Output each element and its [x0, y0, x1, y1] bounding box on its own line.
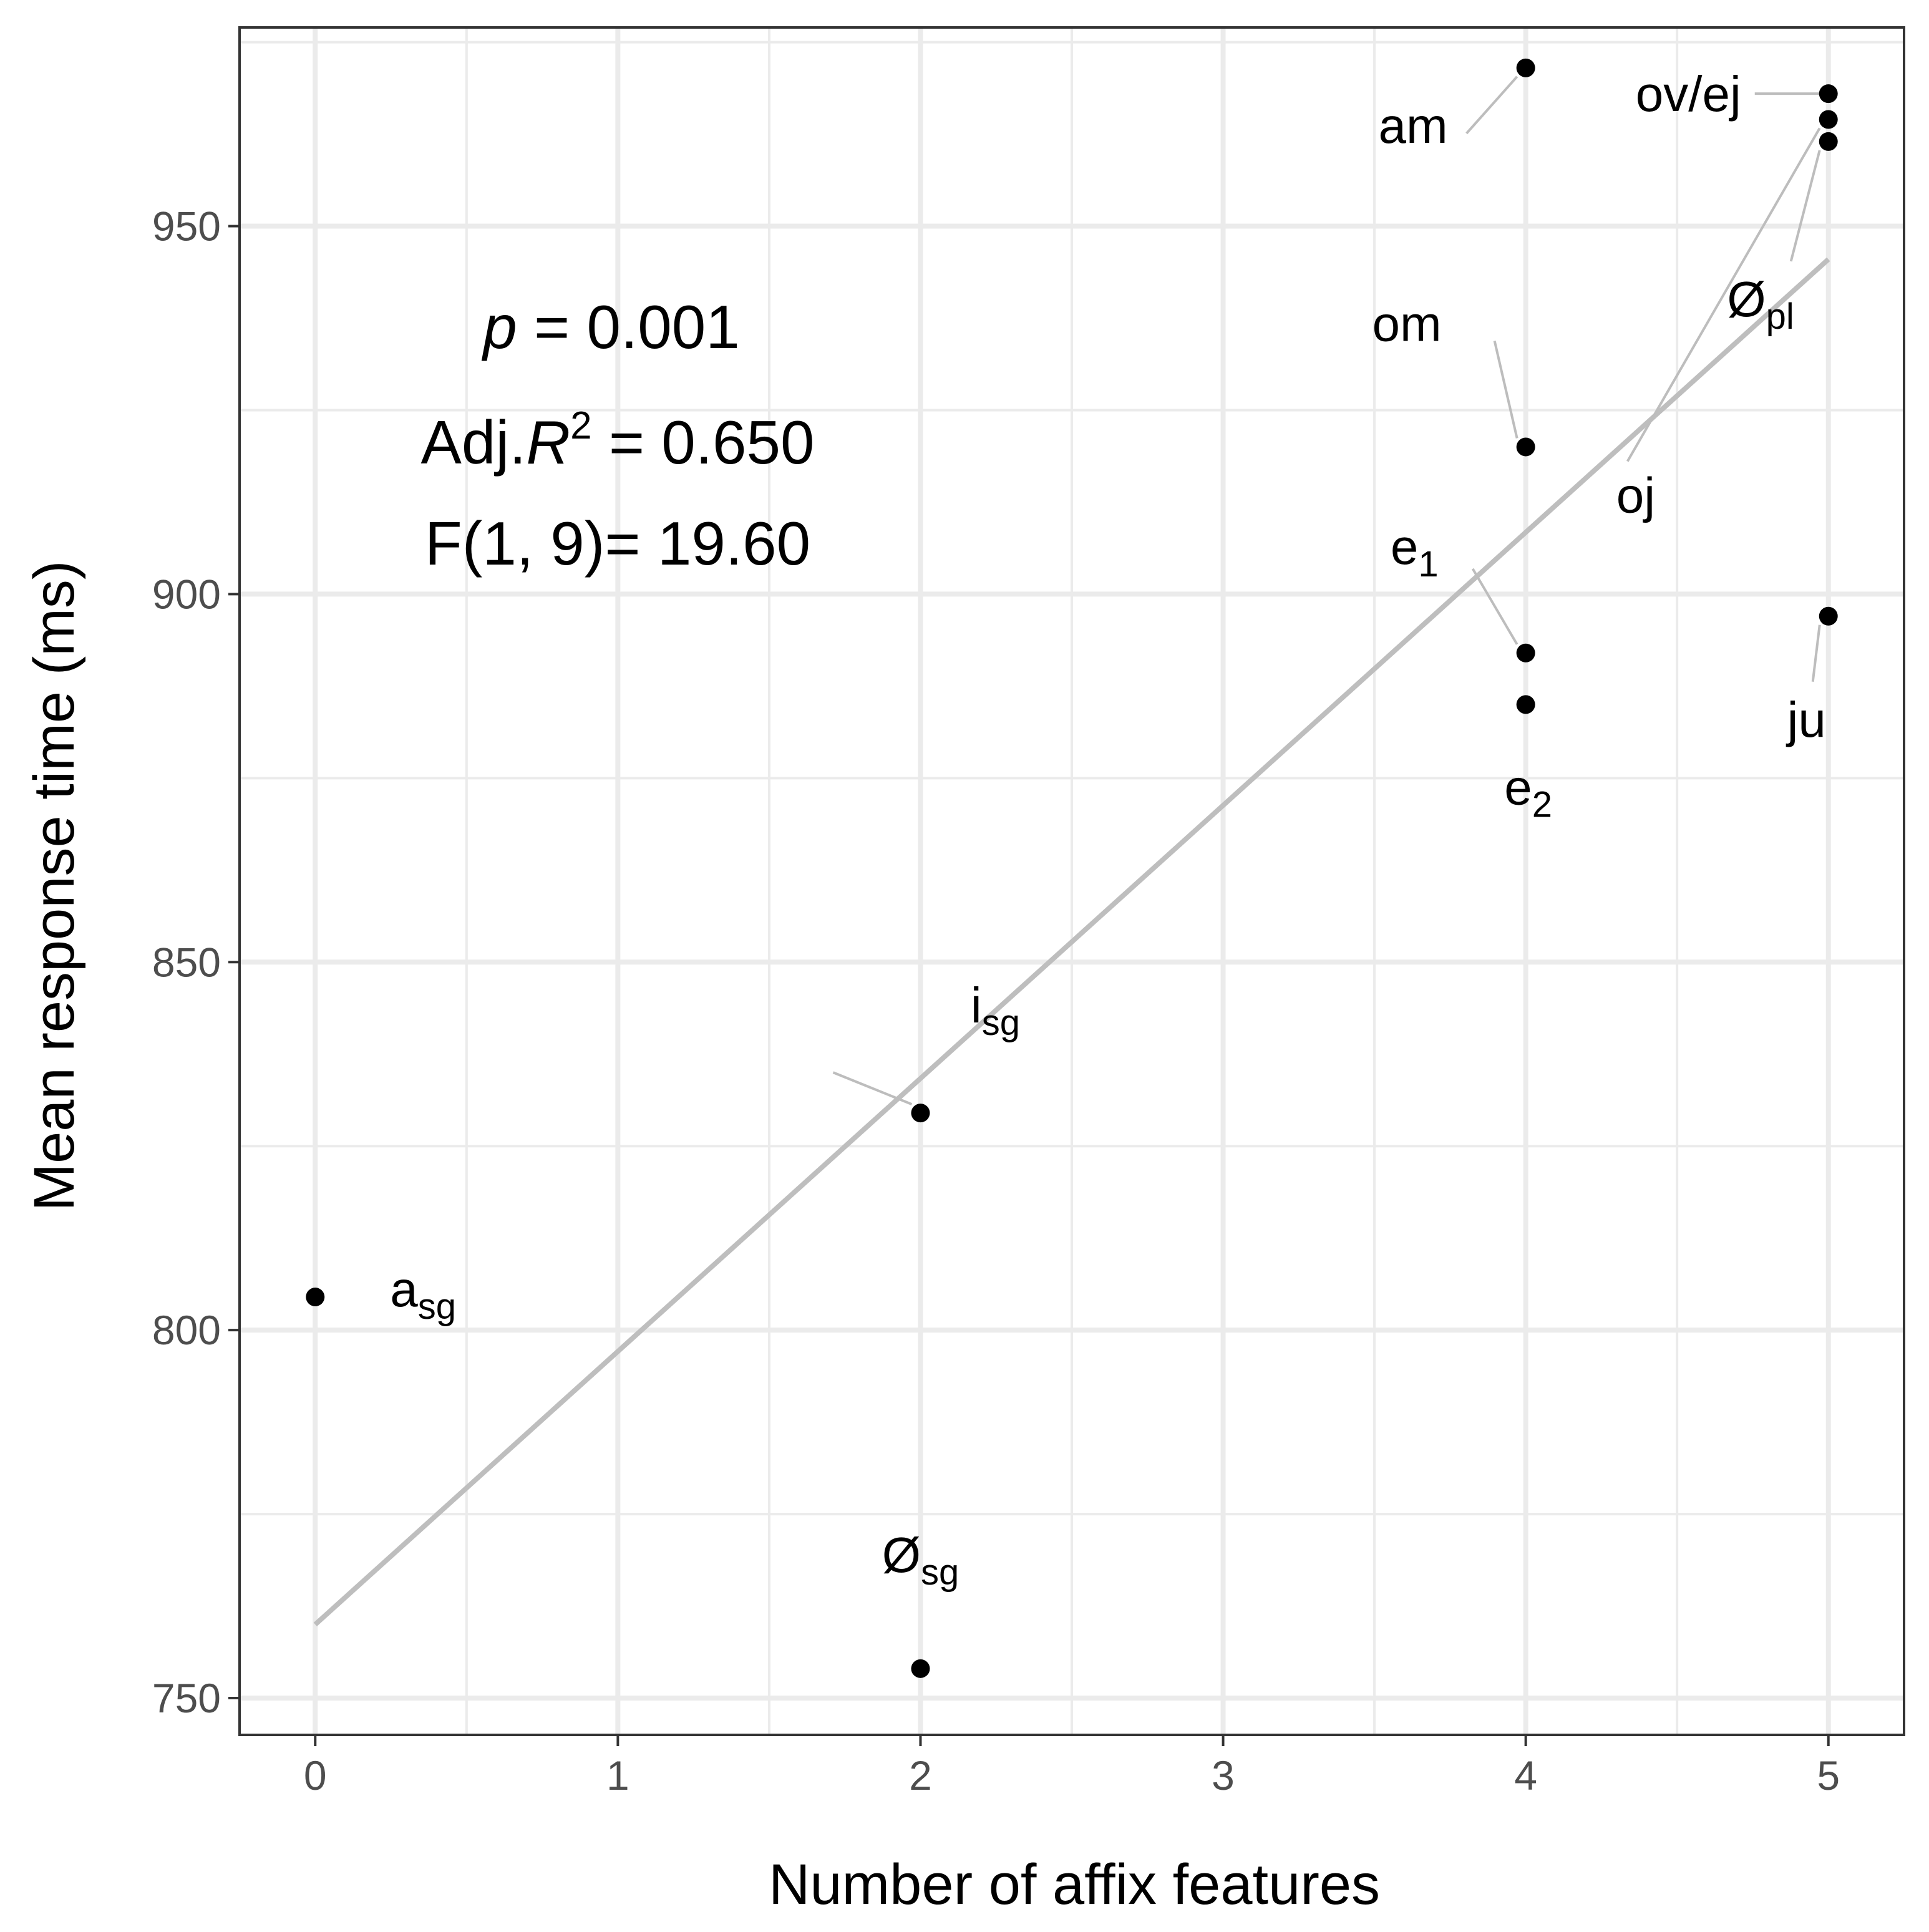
data-point-4 — [1516, 437, 1535, 457]
x-tick-label-1: 1 — [606, 1752, 629, 1799]
point-label-main-8: oj — [1616, 467, 1655, 523]
point-label-1: isg — [971, 978, 1020, 1043]
point-label-3: am — [1378, 98, 1447, 153]
point-label-sub-2: sg — [921, 1552, 959, 1593]
y-tick-label-4: 950 — [152, 203, 221, 250]
y-tick-label-1: 800 — [152, 1307, 221, 1353]
y-tick-label-0: 750 — [152, 1675, 221, 1721]
regression-line-layer — [313, 257, 1830, 1627]
y-axis-title: Mean response time (ms) — [22, 561, 86, 1211]
data-point-9 — [1819, 132, 1838, 151]
point-label-5: e1 — [1391, 519, 1439, 585]
label-leader-8 — [1626, 127, 1821, 462]
point-label-main-10: ju — [1786, 692, 1826, 747]
point-label-main-0: a — [390, 1261, 418, 1317]
point-label-main-6: e — [1504, 759, 1532, 815]
label-leader-3 — [1465, 75, 1518, 135]
point-label-main-7: ov/ej — [1636, 66, 1741, 122]
f-statistic-annotation: F(1, 9)= 19.60 — [425, 509, 810, 578]
point-label-0: asg — [390, 1261, 456, 1327]
point-label-4: om — [1372, 296, 1441, 351]
point-label-sub-1: sg — [982, 1002, 1020, 1043]
point-label-main-4: om — [1372, 296, 1441, 351]
point-label-2: Øsg — [882, 1527, 960, 1593]
point-label-main-1: i — [971, 978, 982, 1033]
y-tick-label-2: 850 — [152, 939, 221, 985]
point-label-main-5: e — [1391, 519, 1419, 575]
data-point-1 — [911, 1104, 930, 1123]
point-label-main-9: Ø — [1727, 271, 1766, 327]
x-tick-label-3: 3 — [1212, 1752, 1235, 1799]
x-axis-title: Number of affix features — [769, 1853, 1380, 1916]
data-point-8 — [1819, 110, 1838, 129]
major-gridlines — [240, 27, 1904, 1735]
regression-line — [313, 257, 1830, 1627]
point-label-sub-6: 2 — [1532, 784, 1552, 825]
x-tick-label-2: 2 — [909, 1752, 932, 1799]
data-point-5 — [1516, 643, 1535, 663]
data-point-6 — [1516, 695, 1535, 714]
x-axis-ticks: 0 1 2 3 4 5 — [304, 1735, 1840, 1799]
p-value-annotation: p = 0.001 — [481, 293, 739, 361]
x-tick-label-5: 5 — [1817, 1752, 1840, 1799]
label-leader-10 — [1811, 624, 1821, 682]
data-point-3 — [1516, 58, 1535, 77]
point-label-9: Øpl — [1727, 271, 1794, 337]
point-label-sub-0: sg — [418, 1286, 456, 1327]
y-tick-label-3: 900 — [152, 571, 221, 617]
point-label-7: ov/ej — [1636, 66, 1741, 122]
x-tick-label-4: 4 — [1514, 1752, 1537, 1799]
minor-gridlines — [240, 27, 1904, 1735]
point-label-8: oj — [1616, 467, 1655, 523]
label-leader-4 — [1493, 341, 1518, 439]
label-leader-5 — [1471, 568, 1518, 645]
label-leader-1 — [832, 1071, 913, 1105]
x-tick-label-0: 0 — [304, 1752, 327, 1799]
point-label-6: e2 — [1504, 759, 1552, 825]
point-label-sub-5: 1 — [1418, 544, 1438, 585]
point-label-main-2: Ø — [882, 1527, 921, 1583]
label-leader-lines — [832, 75, 1821, 1105]
adj-r2-annotation: Adj.R2 = 0.650 — [420, 404, 814, 477]
point-label-sub-9: pl — [1766, 296, 1794, 337]
data-point-2 — [911, 1659, 930, 1678]
point-label-10: ju — [1786, 692, 1826, 747]
data-point-7 — [1819, 84, 1838, 104]
data-point-10 — [1819, 606, 1838, 626]
y-axis-ticks: 750 800 850 900 950 — [152, 203, 240, 1721]
point-label-main-3: am — [1378, 98, 1447, 153]
plot-panel-border — [238, 26, 1905, 1736]
data-point-0 — [306, 1288, 325, 1307]
label-leader-9 — [1789, 150, 1821, 262]
stats-annotation: p = 0.001 Adj.R2 = 0.650 F(1, 9)= 19.60 — [420, 293, 814, 578]
data-points — [306, 58, 1838, 1678]
